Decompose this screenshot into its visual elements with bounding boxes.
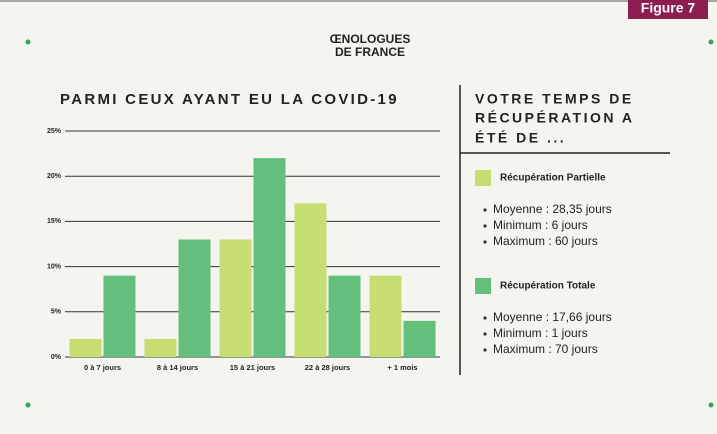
dot: [708, 39, 714, 45]
bullet: [483, 224, 487, 228]
figure-label: Figure 7: [641, 0, 696, 16]
y-tick-label: 0%: [51, 354, 62, 361]
dot: [25, 39, 31, 45]
stat: Minimum : 6 jours: [493, 218, 588, 232]
dot: [25, 402, 31, 408]
side-title: ÉTÉ DE ...: [475, 130, 566, 146]
legend-swatch: [475, 170, 491, 186]
bar: [219, 239, 252, 357]
bullet: [483, 316, 487, 320]
legend-label: Récupération Totale: [500, 281, 596, 292]
y-tick-label: 5%: [51, 309, 62, 316]
bullet: [483, 348, 487, 352]
bar: [103, 275, 136, 357]
chart-title: PARMI CEUX AYANT EU LA COVID-19: [60, 91, 399, 108]
side-title: VOTRE TEMPS DE: [475, 91, 634, 107]
bar: [144, 338, 177, 357]
side-title: RÉCUPÉRATION A: [475, 110, 634, 126]
logo-line: ŒNOLOGUES: [330, 32, 411, 46]
bullet: [483, 240, 487, 244]
x-tick-label: 15 à 21 jours: [230, 363, 275, 372]
bullet: [483, 208, 487, 212]
stat: Maximum : 70 jours: [493, 342, 598, 356]
stat: Maximum : 60 jours: [493, 234, 598, 248]
y-tick-label: 15%: [47, 218, 62, 225]
stat: Minimum : 1 jours: [493, 326, 588, 340]
legend-label: Récupération Partielle: [500, 173, 606, 184]
bar: [328, 275, 361, 357]
logo-line: DE FRANCE: [335, 45, 405, 59]
bar: [294, 203, 327, 357]
x-tick-label: 0 à 7 jours: [84, 363, 121, 372]
x-tick-label: 8 à 14 jours: [157, 363, 198, 372]
figure-tag: [628, 0, 708, 19]
bar: [69, 338, 102, 357]
y-tick-label: 25%: [47, 128, 62, 135]
x-tick-label: + 1 mois: [387, 363, 417, 372]
stat: Moyenne : 28,35 jours: [493, 202, 612, 216]
y-tick-label: 10%: [47, 263, 62, 270]
legend-swatch: [475, 278, 491, 294]
bar: [403, 320, 436, 357]
stat: Moyenne : 17,66 jours: [493, 310, 612, 324]
x-tick-label: 22 à 28 jours: [305, 363, 350, 372]
bar: [253, 158, 286, 357]
dot: [708, 402, 714, 408]
bullet: [483, 332, 487, 336]
y-tick-label: 20%: [47, 173, 62, 180]
bar: [369, 275, 402, 357]
bar: [178, 239, 211, 357]
